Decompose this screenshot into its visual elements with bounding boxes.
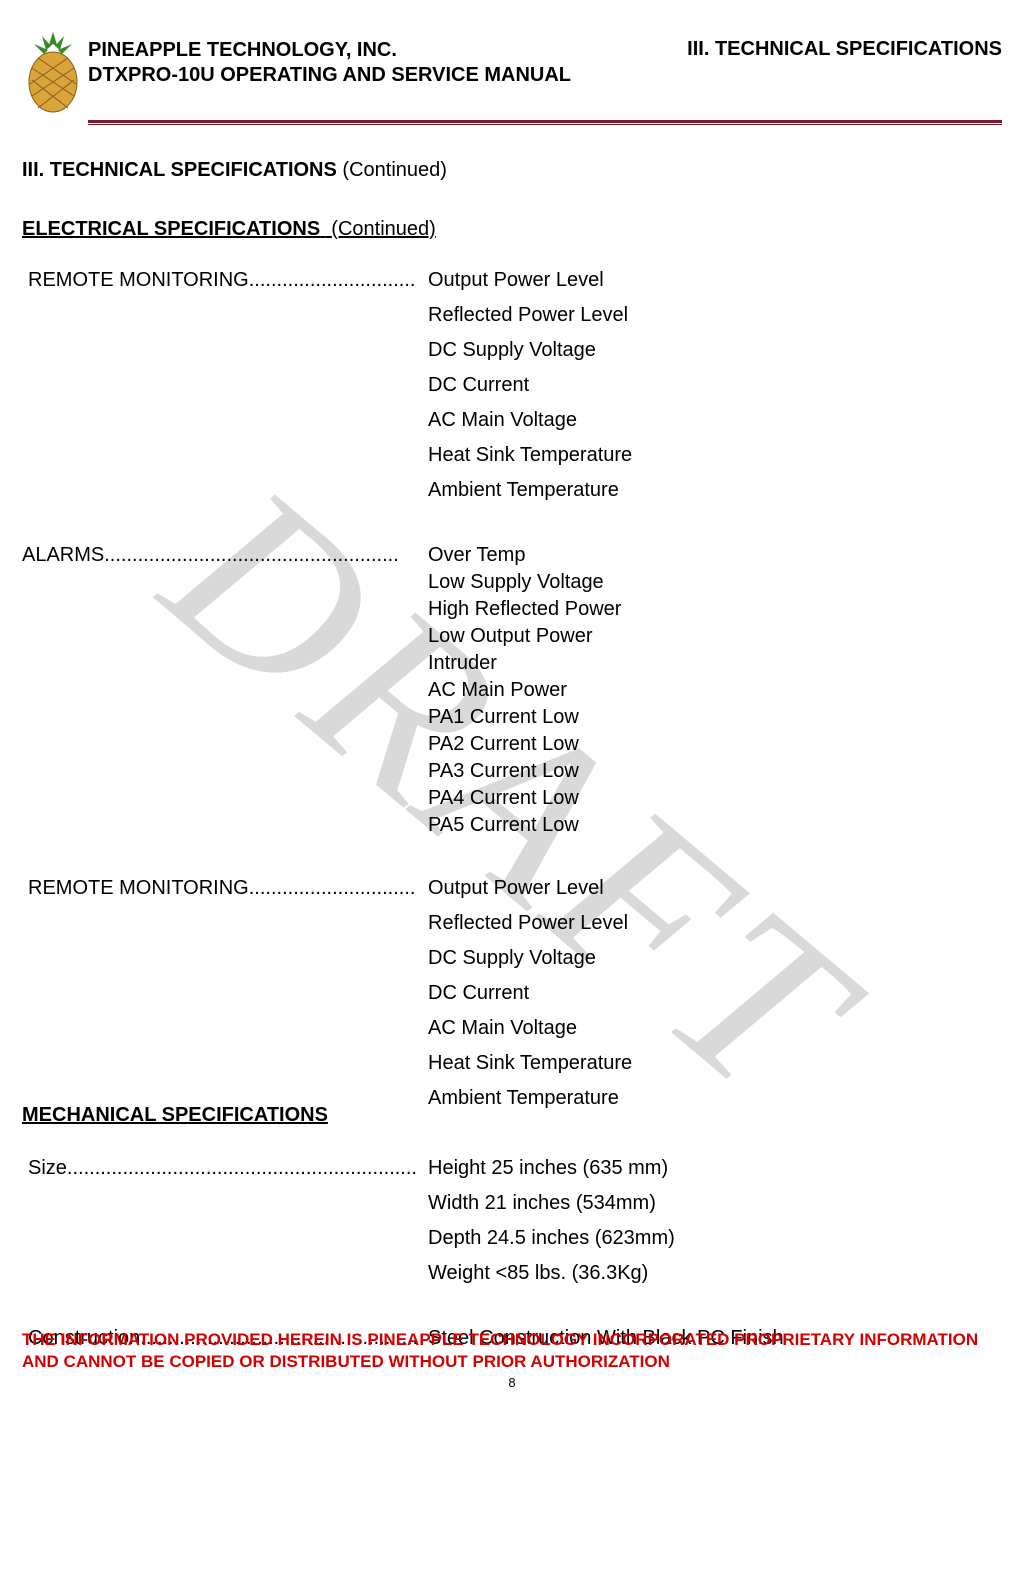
spec-value: Low Output Power <box>428 625 1002 648</box>
spec-value: Ambient Temperature <box>428 479 1002 502</box>
spec-value: Output Power Level <box>428 877 1002 900</box>
spec-value: Ambient Temperature <box>428 1087 1002 1110</box>
spec-values: Height 25 inches (635 mm) Width 21 inche… <box>428 1157 1002 1297</box>
spec-value: DC Supply Voltage <box>428 339 1002 362</box>
spec-values: Output Power Level Reflected Power Level… <box>428 269 1002 514</box>
spec-alarms: ALARMS..................................… <box>22 544 1002 841</box>
spec-value: Reflected Power Level <box>428 912 1002 935</box>
spec-size: Size....................................… <box>22 1157 1002 1297</box>
company-name: PINEAPPLE TECHNOLOGY, INC. <box>88 38 571 63</box>
spec-remote-monitoring-2: REMOTE MONITORING.......................… <box>22 877 1002 1122</box>
spec-value: Height 25 inches (635 mm) <box>428 1157 1002 1180</box>
spec-value: AC Main Voltage <box>428 409 1002 432</box>
page-number: 8 <box>22 1375 1002 1392</box>
pineapple-logo-icon <box>22 30 84 114</box>
section-title-text: III. TECHNICAL SPECIFICATIONS <box>22 159 337 181</box>
spec-value: DC Current <box>428 982 1002 1005</box>
spec-value: Reflected Power Level <box>428 304 1002 327</box>
spec-value: PA5 Current Low <box>428 814 1002 837</box>
spec-value: Weight <85 lbs. (36.3Kg) <box>428 1262 1002 1285</box>
spec-value: DC Current <box>428 374 1002 397</box>
spec-value: Over Temp <box>428 544 1002 567</box>
spec-value: Heat Sink Temperature <box>428 444 1002 467</box>
spec-value: PA2 Current Low <box>428 733 1002 756</box>
spec-remote-monitoring-1: REMOTE MONITORING.......................… <box>22 269 1002 514</box>
spec-label: ALARMS..................................… <box>22 544 428 841</box>
spec-value: High Reflected Power <box>428 598 1002 621</box>
spec-label: Size....................................… <box>22 1157 428 1297</box>
spec-values: Over Temp Low Supply Voltage High Reflec… <box>428 544 1002 841</box>
electrical-heading-continued: (Continued) <box>326 218 436 240</box>
spec-value: Depth 24.5 inches (623mm) <box>428 1227 1002 1250</box>
content: III. TECHNICAL SPECIFICATIONS (Continued… <box>22 125 1002 1362</box>
page-container: PINEAPPLE TECHNOLOGY, INC. DTXPRO-10U OP… <box>0 0 1024 1412</box>
spec-values: Output Power Level Reflected Power Level… <box>428 877 1002 1122</box>
header-text: PINEAPPLE TECHNOLOGY, INC. DTXPRO-10U OP… <box>88 30 1002 88</box>
spec-value: Low Supply Voltage <box>428 571 1002 594</box>
electrical-heading: ELECTRICAL SPECIFICATIONS (Continued) <box>22 218 1002 241</box>
electrical-heading-text: ELECTRICAL SPECIFICATIONS <box>22 218 320 240</box>
header-section-ref: III. TECHNICAL SPECIFICATIONS <box>687 38 1002 61</box>
spec-value: Width 21 inches (534mm) <box>428 1192 1002 1215</box>
spec-value: AC Main Voltage <box>428 1017 1002 1040</box>
spec-value: Heat Sink Temperature <box>428 1052 1002 1075</box>
spec-value: PA3 Current Low <box>428 760 1002 783</box>
mechanical-heading-text: MECHANICAL SPECIFICATIONS <box>22 1104 328 1126</box>
section-title-continued: (Continued) <box>342 159 447 181</box>
spec-value: AC Main Power <box>428 679 1002 702</box>
spec-value: Intruder <box>428 652 1002 675</box>
spec-label: REMOTE MONITORING.......................… <box>22 269 428 514</box>
header-left: PINEAPPLE TECHNOLOGY, INC. DTXPRO-10U OP… <box>88 38 571 88</box>
proprietary-notice: THE INFORMATION PROVIDED HEREIN IS PINEA… <box>22 1329 1002 1373</box>
spec-label: REMOTE MONITORING.......................… <box>22 877 428 1122</box>
spec-value: PA1 Current Low <box>428 706 1002 729</box>
manual-title: DTXPRO-10U OPERATING AND SERVICE MANUAL <box>88 63 571 88</box>
spec-value: PA4 Current Low <box>428 787 1002 810</box>
spec-value: DC Supply Voltage <box>428 947 1002 970</box>
header: PINEAPPLE TECHNOLOGY, INC. DTXPRO-10U OP… <box>22 30 1002 114</box>
footer: THE INFORMATION PROVIDED HEREIN IS PINEA… <box>22 1329 1002 1392</box>
spec-value: Output Power Level <box>428 269 1002 292</box>
section-title: III. TECHNICAL SPECIFICATIONS (Continued… <box>22 159 1002 182</box>
